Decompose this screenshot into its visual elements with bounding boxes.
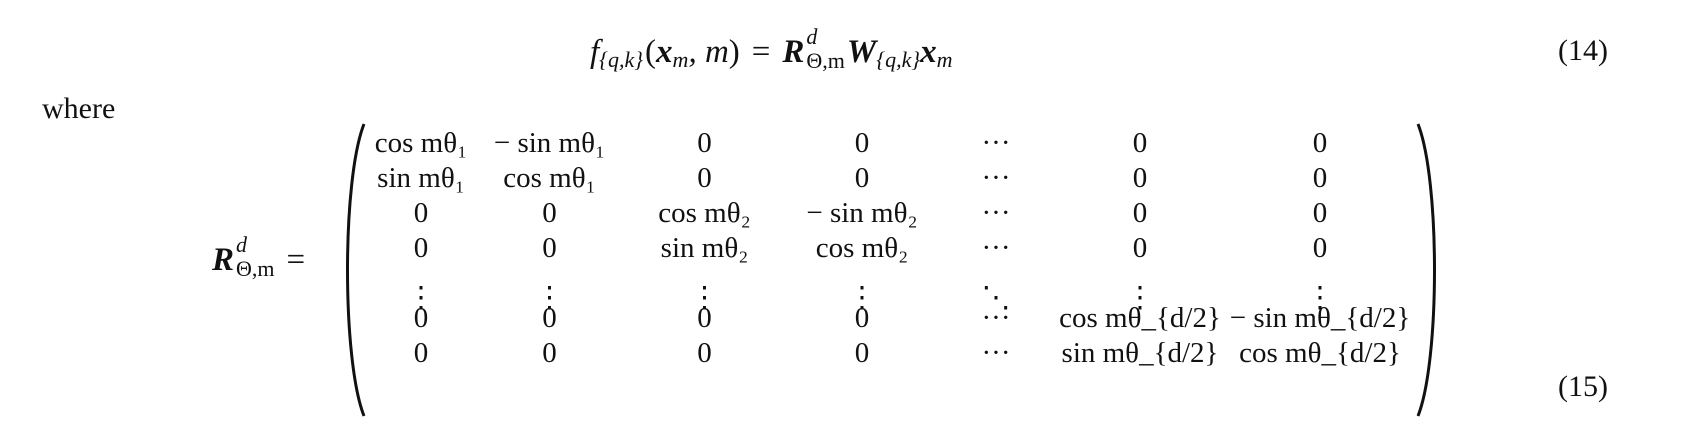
matrix-cell-r3-c4: − sin mθ₂ xyxy=(806,197,918,229)
where-text: where xyxy=(42,92,116,125)
matrix-cell-r4-c2: 0 xyxy=(542,232,557,264)
matrix-cell-r7-c6: sin mθ_{d/2} xyxy=(1061,337,1219,369)
matrix-cell-r3-c1: 0 xyxy=(413,197,429,229)
function-f: f xyxy=(590,33,600,70)
matrix-cell-r2-c4: 0 xyxy=(854,162,870,194)
matrix-cell-r1-c3: 0 xyxy=(697,127,712,159)
matrix-cell-r6-c3: 0 xyxy=(697,302,712,334)
matrix-cell-r1-c7: 0 xyxy=(1312,127,1328,159)
matrix-cell-r1-c6: 0 xyxy=(1132,127,1148,159)
matrix-cell-r6-c5: ··· xyxy=(981,302,1011,334)
matrix-cell-r2-c5: ··· xyxy=(981,162,1011,194)
matrix-cell-r1-c5: ··· xyxy=(981,127,1011,159)
open-paren: ( xyxy=(645,33,657,70)
matrix-cell-r7-c3: 0 xyxy=(697,337,712,369)
equation-number-14: (14) xyxy=(1558,34,1608,67)
matrix-right-parenthesis xyxy=(1416,123,1436,417)
matrix-cell-r3-c5: ··· xyxy=(981,197,1011,229)
comma-m: , m xyxy=(688,33,729,70)
equation-15-lhs: R d Θ,m = xyxy=(212,232,306,282)
matrix-cell-r2-c6: 0 xyxy=(1132,162,1148,194)
equation-number-15: (15) xyxy=(1558,370,1608,403)
matrix-cell-r5-c7: ⋮ xyxy=(1305,281,1335,314)
equation-14-formula: f {q,k} ( x m , m ) = R d Θ,m W {q,k} x … xyxy=(590,22,953,82)
vector-x-2: x xyxy=(920,33,937,70)
matrix-cell-r2-c1: sin mθ₁ xyxy=(377,162,465,194)
matrix-cell-r3-c6: 0 xyxy=(1132,197,1148,229)
equation-14: f {q,k} ( x m , m ) = R d Θ,m W {q,k} x … xyxy=(0,22,1702,82)
matrix-cell-r5-c2: ⋮ xyxy=(535,281,564,314)
matrix-cell-r6-c6: cos mθ_{d/2} xyxy=(1059,302,1221,334)
matrix-cell-r1-c2: − sin mθ₁ xyxy=(493,127,606,159)
matrix-cell-r3-c3: cos mθ₂ xyxy=(658,197,751,229)
matrix-cell-r4-c3: sin mθ₂ xyxy=(660,232,749,264)
rotation-matrix-R: R xyxy=(782,33,805,70)
matrix-cell-r7-c5: ··· xyxy=(981,337,1011,369)
matrix-cell-r1-c1: cos mθ₁ xyxy=(374,127,468,159)
matrix-cell-r2-c3: 0 xyxy=(697,162,712,194)
matrix-cell-r7-c7: cos mθ_{d/2} xyxy=(1239,337,1401,369)
matrix-cell-r7-c4: 0 xyxy=(854,337,870,369)
matrix-cell-r4-c7: 0 xyxy=(1312,232,1328,264)
matrix-cell-r5-c6: ⋮ xyxy=(1125,281,1155,314)
matrix-cell-r2-c2: cos mθ₁ xyxy=(503,162,596,194)
matrix-cell-r6-c7: − sin mθ_{d/2} xyxy=(1229,302,1411,334)
vector-x-subscript: m xyxy=(672,47,689,72)
rotation-matrix-indices: d Θ,m xyxy=(806,24,845,73)
lhs-equals-sign: = xyxy=(286,241,306,278)
matrix-cell-r6-c1: 0 xyxy=(413,302,429,334)
lhs-rotation-matrix-R: R xyxy=(212,241,235,278)
matrix-cell-r5-c5: ⋱ xyxy=(981,281,1011,314)
matrix-cell-r7-c1: 0 xyxy=(413,337,429,369)
matrix-cell-r2-c7: 0 xyxy=(1312,162,1328,194)
matrix-left-parenthesis xyxy=(346,123,366,417)
matrix-cell-r5-c4: ⋮ xyxy=(847,281,877,314)
lhs-rotation-matrix-indices: d Θ,m xyxy=(236,232,275,281)
matrix-cell-r4-c4: cos mθ₂ xyxy=(815,232,909,264)
vector-x-2-subscript: m xyxy=(936,47,953,72)
matrix-cell-r7-c2: 0 xyxy=(542,337,557,369)
matrix-cell-r5-c3: ⋮ xyxy=(690,281,719,314)
matrix-cell-r1-c4: 0 xyxy=(854,127,870,159)
equation-15: R d Θ,m = cos mθ₁ − sin mθ₁ 0 0 ··· 0 0 sin mθ₁… xyxy=(0,120,1702,420)
weight-matrix-subscript: {q,k} xyxy=(876,47,921,72)
equals-sign: = xyxy=(751,33,771,70)
matrix-cell-r4-c5: ··· xyxy=(981,232,1011,264)
close-paren: ) xyxy=(728,33,740,70)
weight-matrix-W: W xyxy=(846,33,877,70)
matrix-cell-r3-c7: 0 xyxy=(1312,197,1328,229)
vector-x: x xyxy=(656,33,673,70)
matrix-cell-r6-c2: 0 xyxy=(542,302,557,334)
matrix-cell-r5-c1: ⋮ xyxy=(406,281,436,314)
rotation-matrix-grid: cos mθ₁ − sin mθ₁ 0 0 ··· 0 0 sin mθ₁ cos mθ₁ 0 0 ·… xyxy=(370,126,1411,371)
function-f-subscript: {q,k} xyxy=(599,47,644,72)
matrix-cell-r3-c2: 0 xyxy=(542,197,557,229)
matrix-cell-r4-c6: 0 xyxy=(1132,232,1148,264)
matrix-cell-r6-c4: 0 xyxy=(854,302,870,334)
matrix-cell-r4-c1: 0 xyxy=(413,232,429,264)
